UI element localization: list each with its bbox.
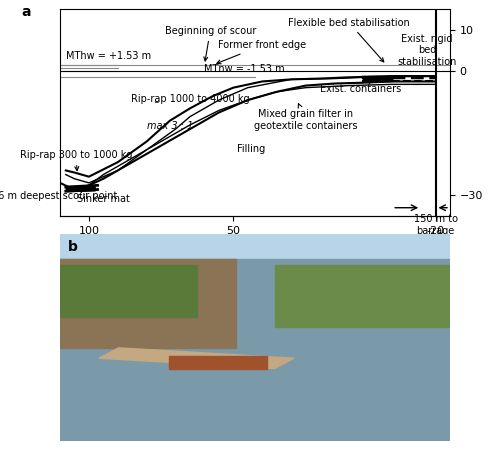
Text: Mixed grain filter in
geotextile containers: Mixed grain filter in geotextile contain… [254, 104, 358, 131]
Bar [274, 265, 450, 327]
Text: Former front edge: Former front edge [217, 40, 306, 64]
Text: Flexible bed stabilisation: Flexible bed stabilisation [288, 18, 410, 62]
Bar [60, 265, 196, 317]
Bar [169, 356, 266, 369]
Text: MThw = +1.53 m: MThw = +1.53 m [66, 51, 151, 61]
Text: MTnw = -1.53 m: MTnw = -1.53 m [204, 64, 285, 74]
Text: max 3 : 1: max 3 : 1 [146, 121, 193, 131]
Polygon shape [99, 348, 294, 369]
Bar [60, 259, 236, 348]
Text: a: a [21, 5, 30, 19]
Text: Exist. rigid
bed
stabilisation: Exist. rigid bed stabilisation [397, 34, 456, 67]
Text: Sinker mat: Sinker mat [77, 189, 130, 203]
Text: b: b [68, 240, 78, 254]
Text: Exist. containers: Exist. containers [320, 80, 402, 94]
Bar [60, 234, 450, 259]
X-axis label: Distance from rigid bed stabilisation (m): Distance from rigid bed stabilisation (m… [142, 238, 368, 248]
Text: Filling: Filling [236, 144, 265, 154]
Text: Beginning of scour: Beginning of scour [164, 26, 256, 61]
Text: ≈ -27.6 m deepest scour point: ≈ -27.6 m deepest scour point [0, 191, 118, 201]
Text: Rip-rap 1000 to 4000 kg: Rip-rap 1000 to 4000 kg [130, 94, 250, 104]
Text: 150 m to
barrage: 150 m to barrage [414, 214, 458, 235]
Text: Rip-rap 300 to 1000 kg: Rip-rap 300 to 1000 kg [20, 150, 132, 171]
Bar [60, 259, 450, 441]
